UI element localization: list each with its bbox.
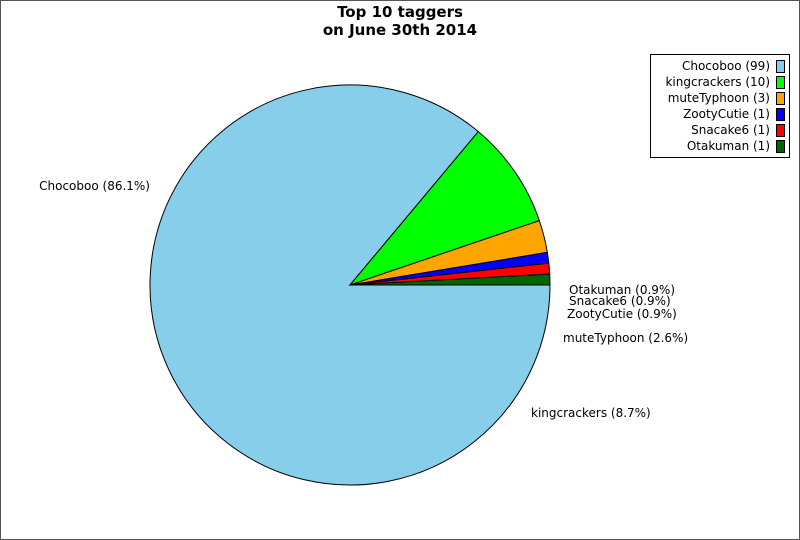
legend-swatch xyxy=(776,139,785,153)
legend-swatch xyxy=(776,123,785,137)
legend-item-zootycutie: ZootyCutie (1) xyxy=(655,106,785,122)
pie-slice-kingcrackers xyxy=(348,130,540,287)
legend-swatch xyxy=(776,91,785,105)
slice-label-zootycutie: ZootyCutie (0.9%) xyxy=(567,307,677,321)
pie-slices xyxy=(149,84,551,486)
pie-slice-chocoboo xyxy=(149,84,551,486)
legend-label: Otakuman (1) xyxy=(686,139,770,153)
legend-label: muteTyphoon (3) xyxy=(667,91,770,105)
slice-label-mutetyphoon: muteTyphoon (2.6%) xyxy=(563,331,688,345)
legend-label: Snacake6 (1) xyxy=(691,123,770,137)
legend-label: ZootyCutie (1) xyxy=(683,107,770,121)
legend-item-chocoboo: Chocoboo (99) xyxy=(655,58,785,74)
chart-title-line-2: on June 30th 2014 xyxy=(322,21,478,39)
chart-title-line-1: Top 10 taggers xyxy=(337,3,463,21)
legend-swatch xyxy=(776,75,785,89)
slice-label-snacake6: Snacake6 (0.9%) xyxy=(569,294,671,308)
slice-label-otakuman: Otakuman (0.9%) xyxy=(569,283,675,297)
legend: Chocoboo (99) kingcrackers (10) muteTyphoo… xyxy=(650,54,790,158)
legend-item-kingcrackers: kingcrackers (10) xyxy=(655,74,785,90)
legend-item-mutetyphoon: muteTyphoon (3) xyxy=(655,90,785,106)
slice-label-chocoboo: Chocoboo (86.1%) xyxy=(39,179,150,193)
pie-slice-otakuman xyxy=(349,273,551,286)
legend-swatch xyxy=(776,59,785,73)
legend-item-snacake6: Snacake6 (1) xyxy=(655,122,785,138)
slice-label-kingcrackers: kingcrackers (8.7%) xyxy=(531,406,651,420)
legend-label: Chocoboo (99) xyxy=(681,59,770,73)
pie-labels: Chocoboo (86.1%) kingcrackers (8.7%) muteT… xyxy=(39,179,688,420)
legend-label: kingcrackers (10) xyxy=(665,75,770,89)
legend-item-otakuman: Otakuman (1) xyxy=(655,138,785,154)
chart-title: Top 10 taggers on June 30th 2014 xyxy=(0,3,800,39)
legend-swatch xyxy=(776,107,785,121)
